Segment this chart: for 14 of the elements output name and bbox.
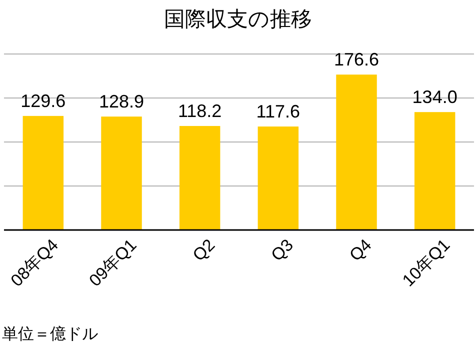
x-tick-label: Q4 — [346, 235, 376, 265]
data-label: 118.2 — [178, 100, 222, 121]
x-tick-label: Q3 — [268, 235, 297, 265]
data-label: 176.6 — [334, 50, 380, 70]
text: 単位＝億ドル — [2, 325, 98, 343]
x-tick-label: Q2 — [189, 235, 219, 265]
data-label: 129.6 — [20, 90, 66, 111]
x-tick-label: 08年Q4 — [7, 235, 62, 290]
x-tick-label: 09年Q1 — [85, 235, 140, 290]
data-label: 128.9 — [98, 92, 144, 112]
data-label: 117.6 — [256, 102, 300, 122]
title: 国際収支の推移 — [164, 8, 312, 31]
x-tick-label: 10年Q1 — [398, 235, 454, 290]
data-label: 134.0 — [412, 87, 458, 108]
